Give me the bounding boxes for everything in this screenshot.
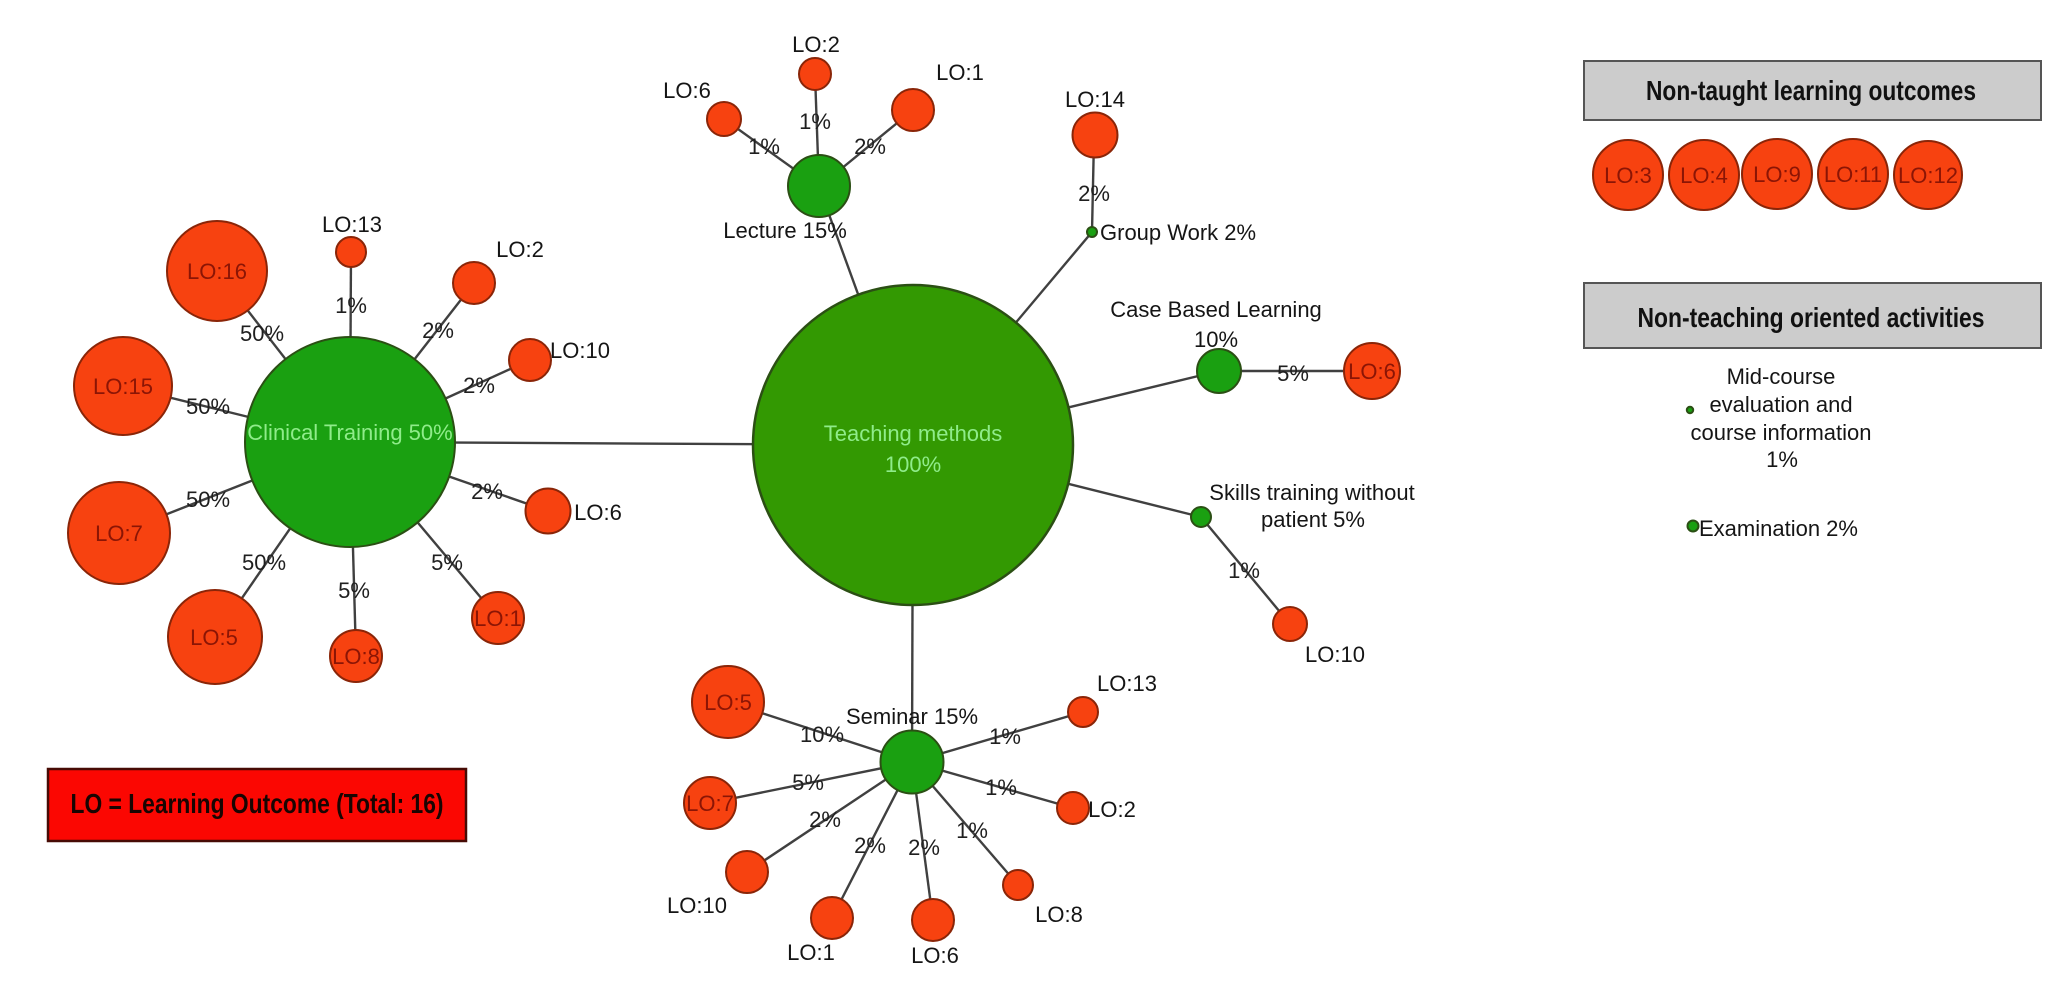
svg-text:LO:13: LO:13 [1097, 671, 1157, 696]
svg-text:100%: 100% [885, 452, 941, 477]
svg-text:Examination 2%: Examination 2% [1699, 516, 1858, 541]
svg-text:LO:3: LO:3 [1604, 163, 1652, 188]
svg-text:LO:9: LO:9 [1753, 162, 1801, 187]
svg-text:LO:10: LO:10 [667, 893, 727, 918]
svg-text:2%: 2% [422, 318, 454, 343]
svg-text:50%: 50% [240, 321, 284, 346]
svg-text:LO:11: LO:11 [1824, 162, 1882, 187]
svg-text:LO:2: LO:2 [792, 32, 840, 57]
svg-text:1%: 1% [956, 818, 988, 843]
svg-text:5%: 5% [338, 578, 370, 603]
svg-text:Skills training without: Skills training without [1209, 480, 1414, 505]
svg-text:Mid-course: Mid-course [1727, 364, 1836, 389]
svg-text:1%: 1% [748, 134, 780, 159]
svg-text:LO:6: LO:6 [1348, 359, 1396, 384]
svg-text:50%: 50% [186, 394, 230, 419]
svg-text:10%: 10% [800, 722, 844, 747]
svg-text:LO:1: LO:1 [787, 940, 835, 965]
svg-text:Group Work 2%: Group Work 2% [1100, 220, 1256, 245]
svg-text:1%: 1% [1228, 558, 1260, 583]
svg-text:LO:6: LO:6 [911, 943, 959, 968]
svg-text:2%: 2% [854, 134, 886, 159]
svg-text:50%: 50% [186, 487, 230, 512]
svg-text:Non-taught learning outcomes: Non-taught learning outcomes [1646, 75, 1976, 106]
svg-text:Case Based Learning: Case Based Learning [1110, 297, 1322, 322]
svg-text:evaluation and: evaluation and [1709, 392, 1852, 417]
svg-text:LO = Learning Outcome (Total:: LO = Learning Outcome (Total: 16) [71, 788, 444, 819]
svg-text:50%: 50% [242, 550, 286, 575]
svg-text:LO:4: LO:4 [1680, 163, 1728, 188]
svg-text:1%: 1% [799, 109, 831, 134]
svg-text:course information: course information [1691, 420, 1872, 445]
svg-text:1%: 1% [335, 293, 367, 318]
svg-text:LO:6: LO:6 [574, 500, 622, 525]
svg-text:2%: 2% [463, 373, 495, 398]
svg-text:LO:10: LO:10 [550, 338, 610, 363]
svg-text:2%: 2% [471, 479, 503, 504]
svg-text:LO:12: LO:12 [1898, 163, 1958, 188]
svg-text:5%: 5% [431, 550, 463, 575]
svg-text:2%: 2% [908, 835, 940, 860]
svg-text:LO:7: LO:7 [95, 521, 143, 546]
svg-text:Non-teaching oriented activiti: Non-teaching oriented activities [1638, 302, 1985, 333]
svg-text:5%: 5% [1277, 361, 1309, 386]
svg-text:Lecture 15%: Lecture 15% [723, 218, 847, 243]
svg-text:LO:15: LO:15 [93, 374, 153, 399]
svg-text:LO:16: LO:16 [187, 259, 247, 284]
svg-text:2%: 2% [1078, 181, 1110, 206]
svg-text:LO:8: LO:8 [332, 644, 380, 669]
svg-text:1%: 1% [1766, 447, 1798, 472]
svg-text:LO:1: LO:1 [936, 60, 984, 85]
svg-text:Teaching methods: Teaching methods [824, 421, 1003, 446]
svg-text:LO:2: LO:2 [496, 237, 544, 262]
svg-text:LO:5: LO:5 [704, 690, 752, 715]
svg-text:LO:6: LO:6 [663, 78, 711, 103]
svg-text:1%: 1% [989, 724, 1021, 749]
svg-text:patient 5%: patient 5% [1261, 507, 1365, 532]
svg-text:LO:13: LO:13 [322, 212, 382, 237]
svg-text:2%: 2% [809, 807, 841, 832]
svg-text:Clinical Training 50%: Clinical Training 50% [247, 420, 452, 445]
svg-text:2%: 2% [854, 833, 886, 858]
svg-text:10%: 10% [1194, 327, 1238, 352]
svg-text:1%: 1% [985, 775, 1017, 800]
svg-text:LO:2: LO:2 [1088, 797, 1136, 822]
svg-text:LO:5: LO:5 [190, 625, 238, 650]
svg-text:Seminar 15%: Seminar 15% [846, 704, 978, 729]
svg-text:LO:10: LO:10 [1305, 642, 1365, 667]
svg-text:LO:8: LO:8 [1035, 902, 1083, 927]
svg-text:LO:1: LO:1 [474, 606, 522, 631]
svg-text:LO:7: LO:7 [686, 791, 734, 816]
svg-text:LO:14: LO:14 [1065, 87, 1125, 112]
svg-text:5%: 5% [792, 770, 824, 795]
